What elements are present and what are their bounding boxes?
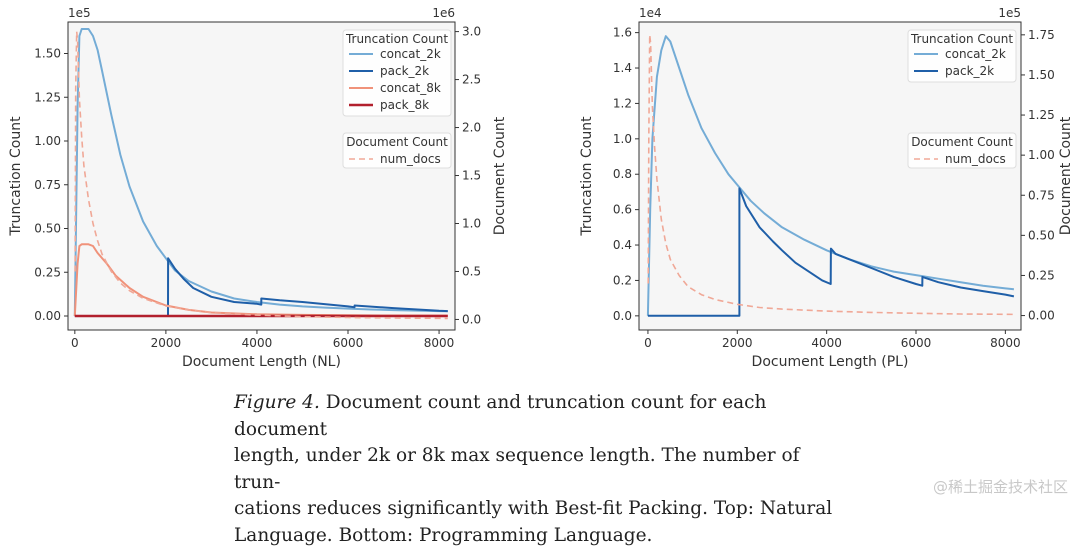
x-axis-label: Document Length (NL) — [182, 354, 341, 370]
y-tick-label: 0.4 — [613, 238, 632, 252]
plot-frame — [67, 21, 456, 331]
y-tick-label: 1.6 — [613, 26, 632, 40]
caption-line-2: length, under 2k or 8k max sequence leng… — [234, 445, 800, 493]
series-concat_2k — [73, 28, 448, 317]
series-num_docs — [647, 33, 1014, 316]
y-exponent-label: 1e4 — [639, 6, 662, 20]
legend-label-num_docs: num_docs — [945, 152, 1006, 166]
y2-tick-label: 0.50 — [1028, 228, 1055, 242]
caption-line-4: Language. Bottom: Programming Language. — [234, 524, 653, 546]
legend-box — [907, 29, 1017, 83]
y-tick-label: 0.00 — [34, 309, 61, 323]
y2-tick-label: 0.25 — [1028, 268, 1055, 282]
y-axis-label: Truncation Count — [8, 116, 24, 237]
legend-label-pack_2k: pack_2k — [945, 64, 994, 78]
figure-caption: Figure 4. Document count and truncation … — [234, 390, 844, 549]
x-axis-label: Document Length (PL) — [752, 354, 909, 370]
watermark: @稀土掘金技术社区 — [932, 478, 1068, 496]
y-tick-label: 1.0 — [613, 132, 632, 146]
legend-title: Document Count — [911, 135, 1013, 149]
series-concat_2k — [646, 35, 1015, 316]
legend-title: Truncation Count — [910, 32, 1013, 46]
y-tick-label: 0.50 — [34, 222, 61, 236]
legend-document: Document Count num_docs — [907, 132, 1017, 169]
y2-tick-label: 0.75 — [1028, 188, 1055, 202]
y2-tick-label: 2.0 — [462, 121, 481, 135]
figure-charts: 0 2000 4000 6000 80000.000.250.500.751.001.2… — [8, 6, 1074, 370]
legend-label-num_docs: num_docs — [380, 152, 441, 166]
caption-line-1: Document count and truncation count for … — [234, 392, 767, 440]
y2-tick-label: 0.5 — [462, 264, 481, 278]
x-tick-label: 6000 — [333, 336, 364, 350]
legend-document: Document Count num_docs — [342, 132, 452, 169]
y-tick-label: 0.6 — [613, 203, 632, 217]
caption-line-3: cations reduces significantly with Best-… — [234, 498, 833, 519]
y-tick-label: 0.25 — [34, 265, 61, 279]
y2-tick-label: 1.0 — [462, 216, 481, 230]
y-tick-label: 0.0 — [613, 309, 632, 323]
series-pack_2k — [647, 187, 1015, 317]
y-tick-label: 1.25 — [34, 90, 61, 104]
y-exponent-label: 1e5 — [68, 6, 91, 20]
y2-tick-label: 1.75 — [1028, 28, 1055, 42]
y-tick-label: 1.00 — [34, 134, 61, 148]
x-tick-label: 0 — [644, 336, 652, 350]
x-tick-label: 0 — [71, 336, 79, 350]
legend-title: Document Count — [346, 135, 448, 149]
y2-exponent-label: 1e6 — [432, 6, 455, 20]
legend-title: Truncation Count — [345, 32, 448, 46]
plot-frame — [638, 21, 1022, 331]
y2-axis-label: Document Count — [492, 116, 508, 235]
y2-tick-label: 0.0 — [462, 312, 481, 326]
y2-tick-label: 1.25 — [1028, 108, 1055, 122]
x-tick-label: 8000 — [424, 336, 455, 350]
y2-axis-label: Document Count — [1058, 116, 1074, 235]
x-tick-label: 4000 — [811, 336, 842, 350]
y2-tick-label: 1.50 — [1028, 68, 1055, 82]
y-axis-label: Truncation Count — [579, 116, 595, 237]
caption-figure-label: Figure 4. — [234, 392, 320, 413]
legend-label-pack_2k: pack_2k — [380, 64, 429, 78]
series-num_docs — [74, 30, 448, 320]
legend-label-concat_2k: concat_2k — [380, 47, 441, 61]
legend-label-concat_2k: concat_2k — [945, 47, 1006, 61]
chart-1: 0 2000 4000 6000 8000 0.00 0.25 0.50 0.75 1.00 1.2… — [8, 6, 508, 370]
y2-tick-label: 1.5 — [462, 169, 481, 183]
x-tick-label: 4000 — [242, 336, 273, 350]
x-tick-label: 6000 — [901, 336, 932, 350]
y-tick-label: 0.2 — [613, 273, 632, 287]
y2-tick-label: 3.0 — [462, 25, 481, 39]
legend-label-concat_8k: concat_8k — [380, 81, 441, 95]
chart-2: 0 2000 4000 6000 8000 0.0 0.2 0.4 0.6 0.8 1.0 1.2 1.… — [579, 6, 1074, 370]
y2-tick-label: 2.5 — [462, 73, 481, 87]
series-pack_2k — [74, 257, 448, 317]
y2-exponent-label: 1e5 — [998, 6, 1021, 20]
legend-label-pack_8k: pack_8k — [380, 98, 429, 112]
y-tick-label: 1.2 — [613, 96, 632, 110]
y2-tick-label: 1.00 — [1028, 148, 1055, 162]
y-tick-label: 1.50 — [34, 47, 61, 61]
x-tick-label: 2000 — [151, 336, 182, 350]
x-tick-label: 8000 — [990, 336, 1021, 350]
y-tick-label: 1.4 — [613, 61, 632, 75]
legend-box — [342, 29, 452, 117]
x-tick-label: 2000 — [722, 336, 753, 350]
y-tick-label: 0.75 — [34, 178, 61, 192]
y2-tick-label: 0.00 — [1028, 309, 1055, 323]
y-tick-label: 0.8 — [613, 167, 632, 181]
